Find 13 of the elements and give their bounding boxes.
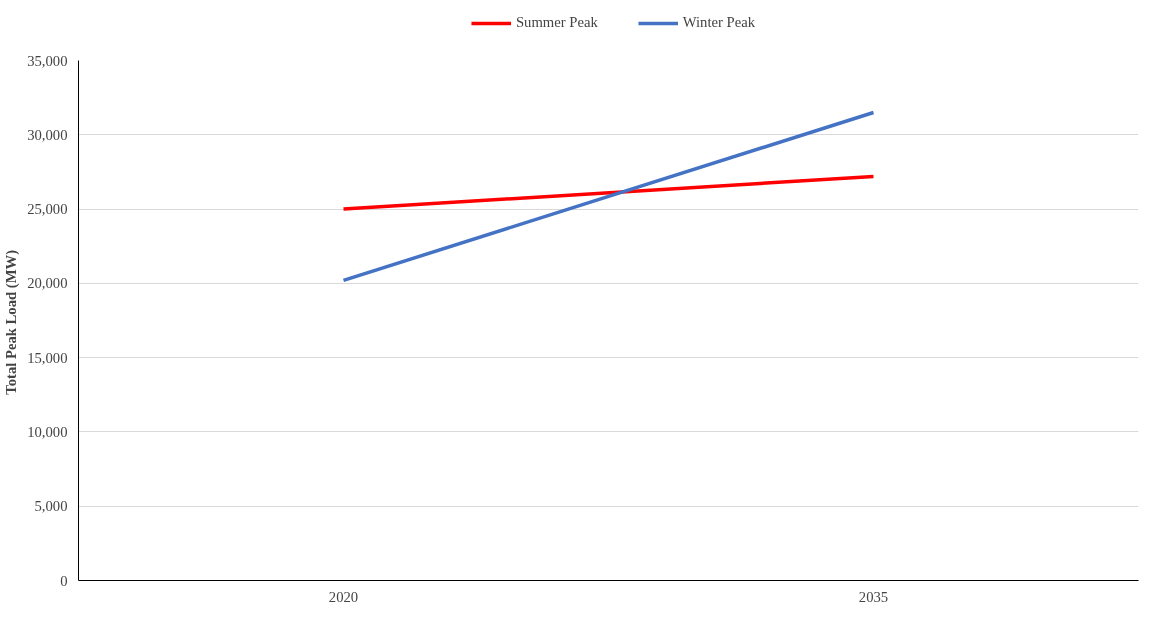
y-tick-label: 0 [60, 572, 68, 589]
y-tick-label: 20,000 [27, 275, 68, 292]
legend-label: Winter Peak [682, 14, 756, 31]
y-tick-label: 15,000 [27, 349, 68, 366]
y-tick-label: 30,000 [27, 126, 68, 143]
y-axis-title: Total Peak Load (MW) [3, 249, 21, 395]
y-tick-label: 35,000 [27, 52, 68, 69]
x-tick-label: 2035 [858, 588, 889, 605]
x-tick-label: 2020 [328, 588, 359, 605]
legend-label: Summer Peak [515, 14, 598, 31]
y-tick-label: 5,000 [34, 498, 68, 515]
y-tick-label: 25,000 [27, 201, 68, 218]
y-tick-label: 10,000 [27, 423, 68, 440]
